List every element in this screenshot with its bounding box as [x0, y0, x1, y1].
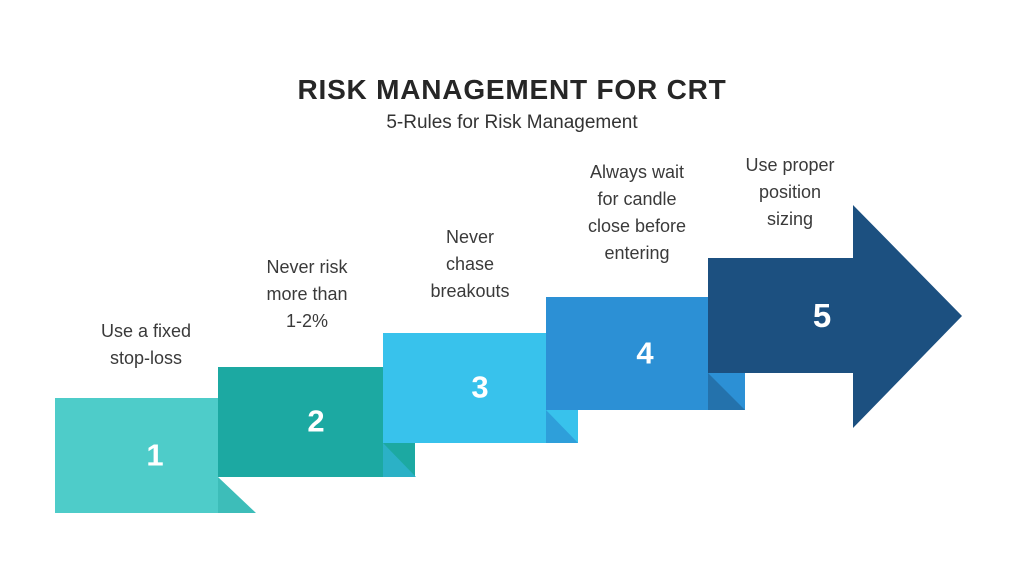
step-5-number: 5	[812, 297, 832, 335]
page-subtitle: 5-Rules for Risk Management	[386, 112, 638, 133]
step-2-label: Never risk more than 1-2%	[266, 257, 348, 331]
step-3-number: 3	[471, 369, 489, 405]
step-5-label: Use proper position sizing	[745, 155, 835, 229]
step-1-number: 1	[146, 437, 164, 473]
step-3-label: Never chase breakouts	[430, 227, 510, 301]
step-2-number: 2	[307, 403, 325, 439]
arrow-shape	[708, 205, 962, 428]
step-5-arrow	[708, 205, 962, 428]
step-1-label: Use a fixed stop-loss	[100, 321, 192, 368]
step-2-block	[218, 367, 415, 477]
step-4-number: 4	[636, 335, 654, 371]
page-title: RISK MANAGEMENT FOR CRT	[297, 74, 727, 105]
step-4-label: Always wait for candle close before ente…	[587, 162, 687, 263]
step-3-block	[383, 333, 578, 443]
